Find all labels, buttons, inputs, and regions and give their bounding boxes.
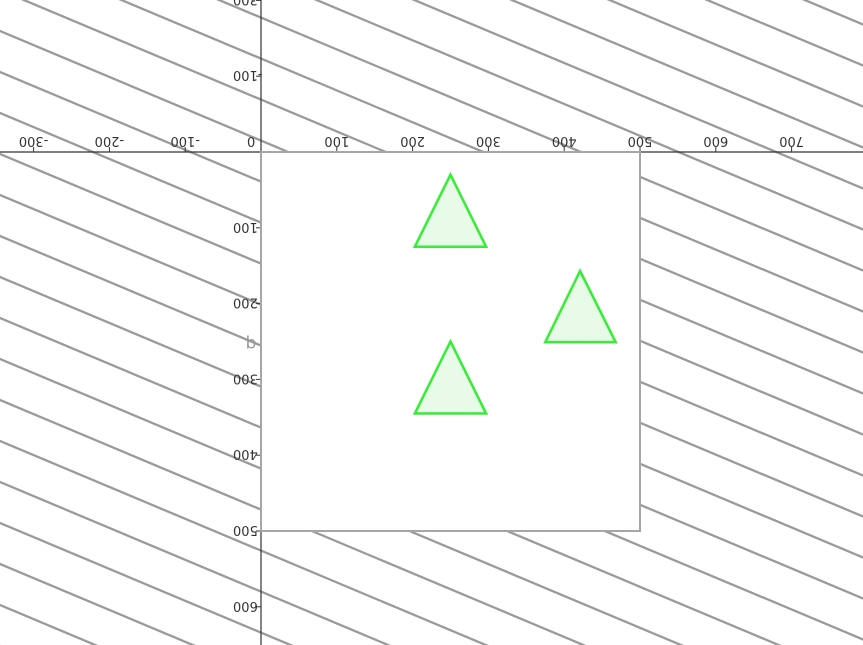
x-tick-label: 700 [779,133,804,148]
triangle-bottom[interactable] [412,338,489,415]
hatch-line [0,0,863,276]
hatch-line [0,0,863,153]
triangles [412,171,618,415]
y-tick-label: 100 [233,219,258,234]
hatch-line [0,0,863,112]
x-tick-label: 400 [552,133,577,148]
x-tick-label: -200 [95,133,125,148]
y-tick-label: 300 [233,370,258,385]
axis-ticks: -300-200-10001002003004005006007008300-1… [19,0,804,613]
x-tick-label: 200 [400,133,425,148]
hatch-line [0,394,863,645]
y-tick-label: 500 [233,522,258,537]
x-tick-label: 600 [703,133,728,148]
hatch-line [0,517,863,645]
y-tick-label: 600 [233,598,258,613]
triangle-right[interactable] [543,268,618,344]
hatch-line [0,353,863,645]
hatch-line [0,435,863,645]
region-label: q [246,334,257,354]
y-tick-label: -100 [233,67,263,82]
x-tick-label: 300 [476,133,501,148]
hatch-line [0,558,863,645]
hatch-line [0,476,863,645]
x-tick-label: 100 [324,133,349,148]
hatch-line [0,0,863,71]
y-tick-label: 200 [233,295,258,310]
hatch-line [0,0,863,317]
x-tick-label: -300 [19,133,49,148]
hatch-line [0,0,863,235]
x-tick-label: 0 [247,133,255,148]
x-tick-label: -100 [170,133,200,148]
y-tick-label: 400 [233,446,258,461]
x-tick-label: 500 [628,133,653,148]
y-tick-label: 300 [233,0,258,6]
hatch-line [0,0,863,194]
triangle-top[interactable] [412,171,489,248]
